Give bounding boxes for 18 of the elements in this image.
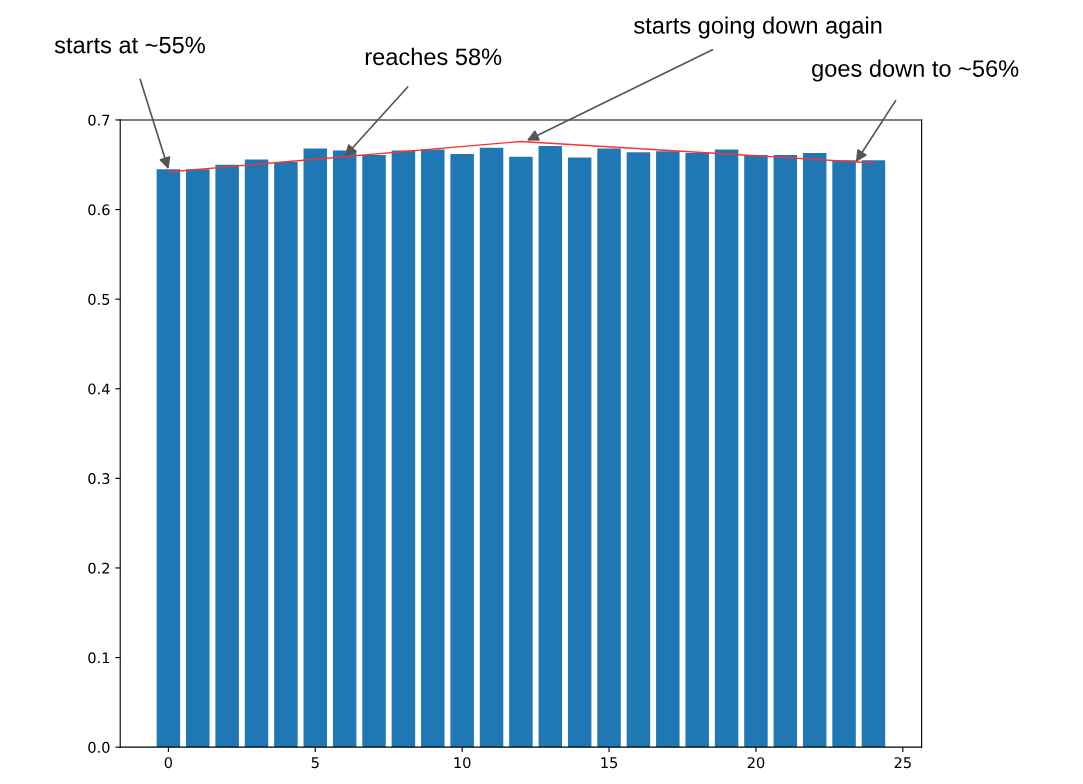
y-tick-label: 0.3	[88, 473, 110, 485]
annotation: starts going down again	[634, 16, 882, 39]
x-tick-label: 20	[747, 757, 765, 769]
y-tick-label: 0.7	[88, 114, 110, 126]
x-tick-label: 25	[894, 757, 911, 769]
y-tick-label: 0.2	[88, 562, 110, 574]
x-tick-label: 5	[311, 757, 319, 769]
x-tick-label: 15	[601, 757, 618, 769]
annotation: goes down to ~56%	[812, 59, 1019, 82]
x-tick-label: 10	[454, 757, 471, 769]
y-tick-label: 0.5	[88, 293, 110, 305]
y-tick-label: 0.6	[88, 204, 110, 216]
x-tick-label: 0	[164, 757, 173, 769]
y-tick-label: 0.1	[88, 652, 110, 664]
annotation: reaches 58%	[365, 47, 502, 66]
y-tick-label: 0.0	[88, 741, 110, 753]
annotation: starts at ~55%	[54, 36, 205, 54]
y-tick-label: 0.4	[88, 383, 110, 395]
